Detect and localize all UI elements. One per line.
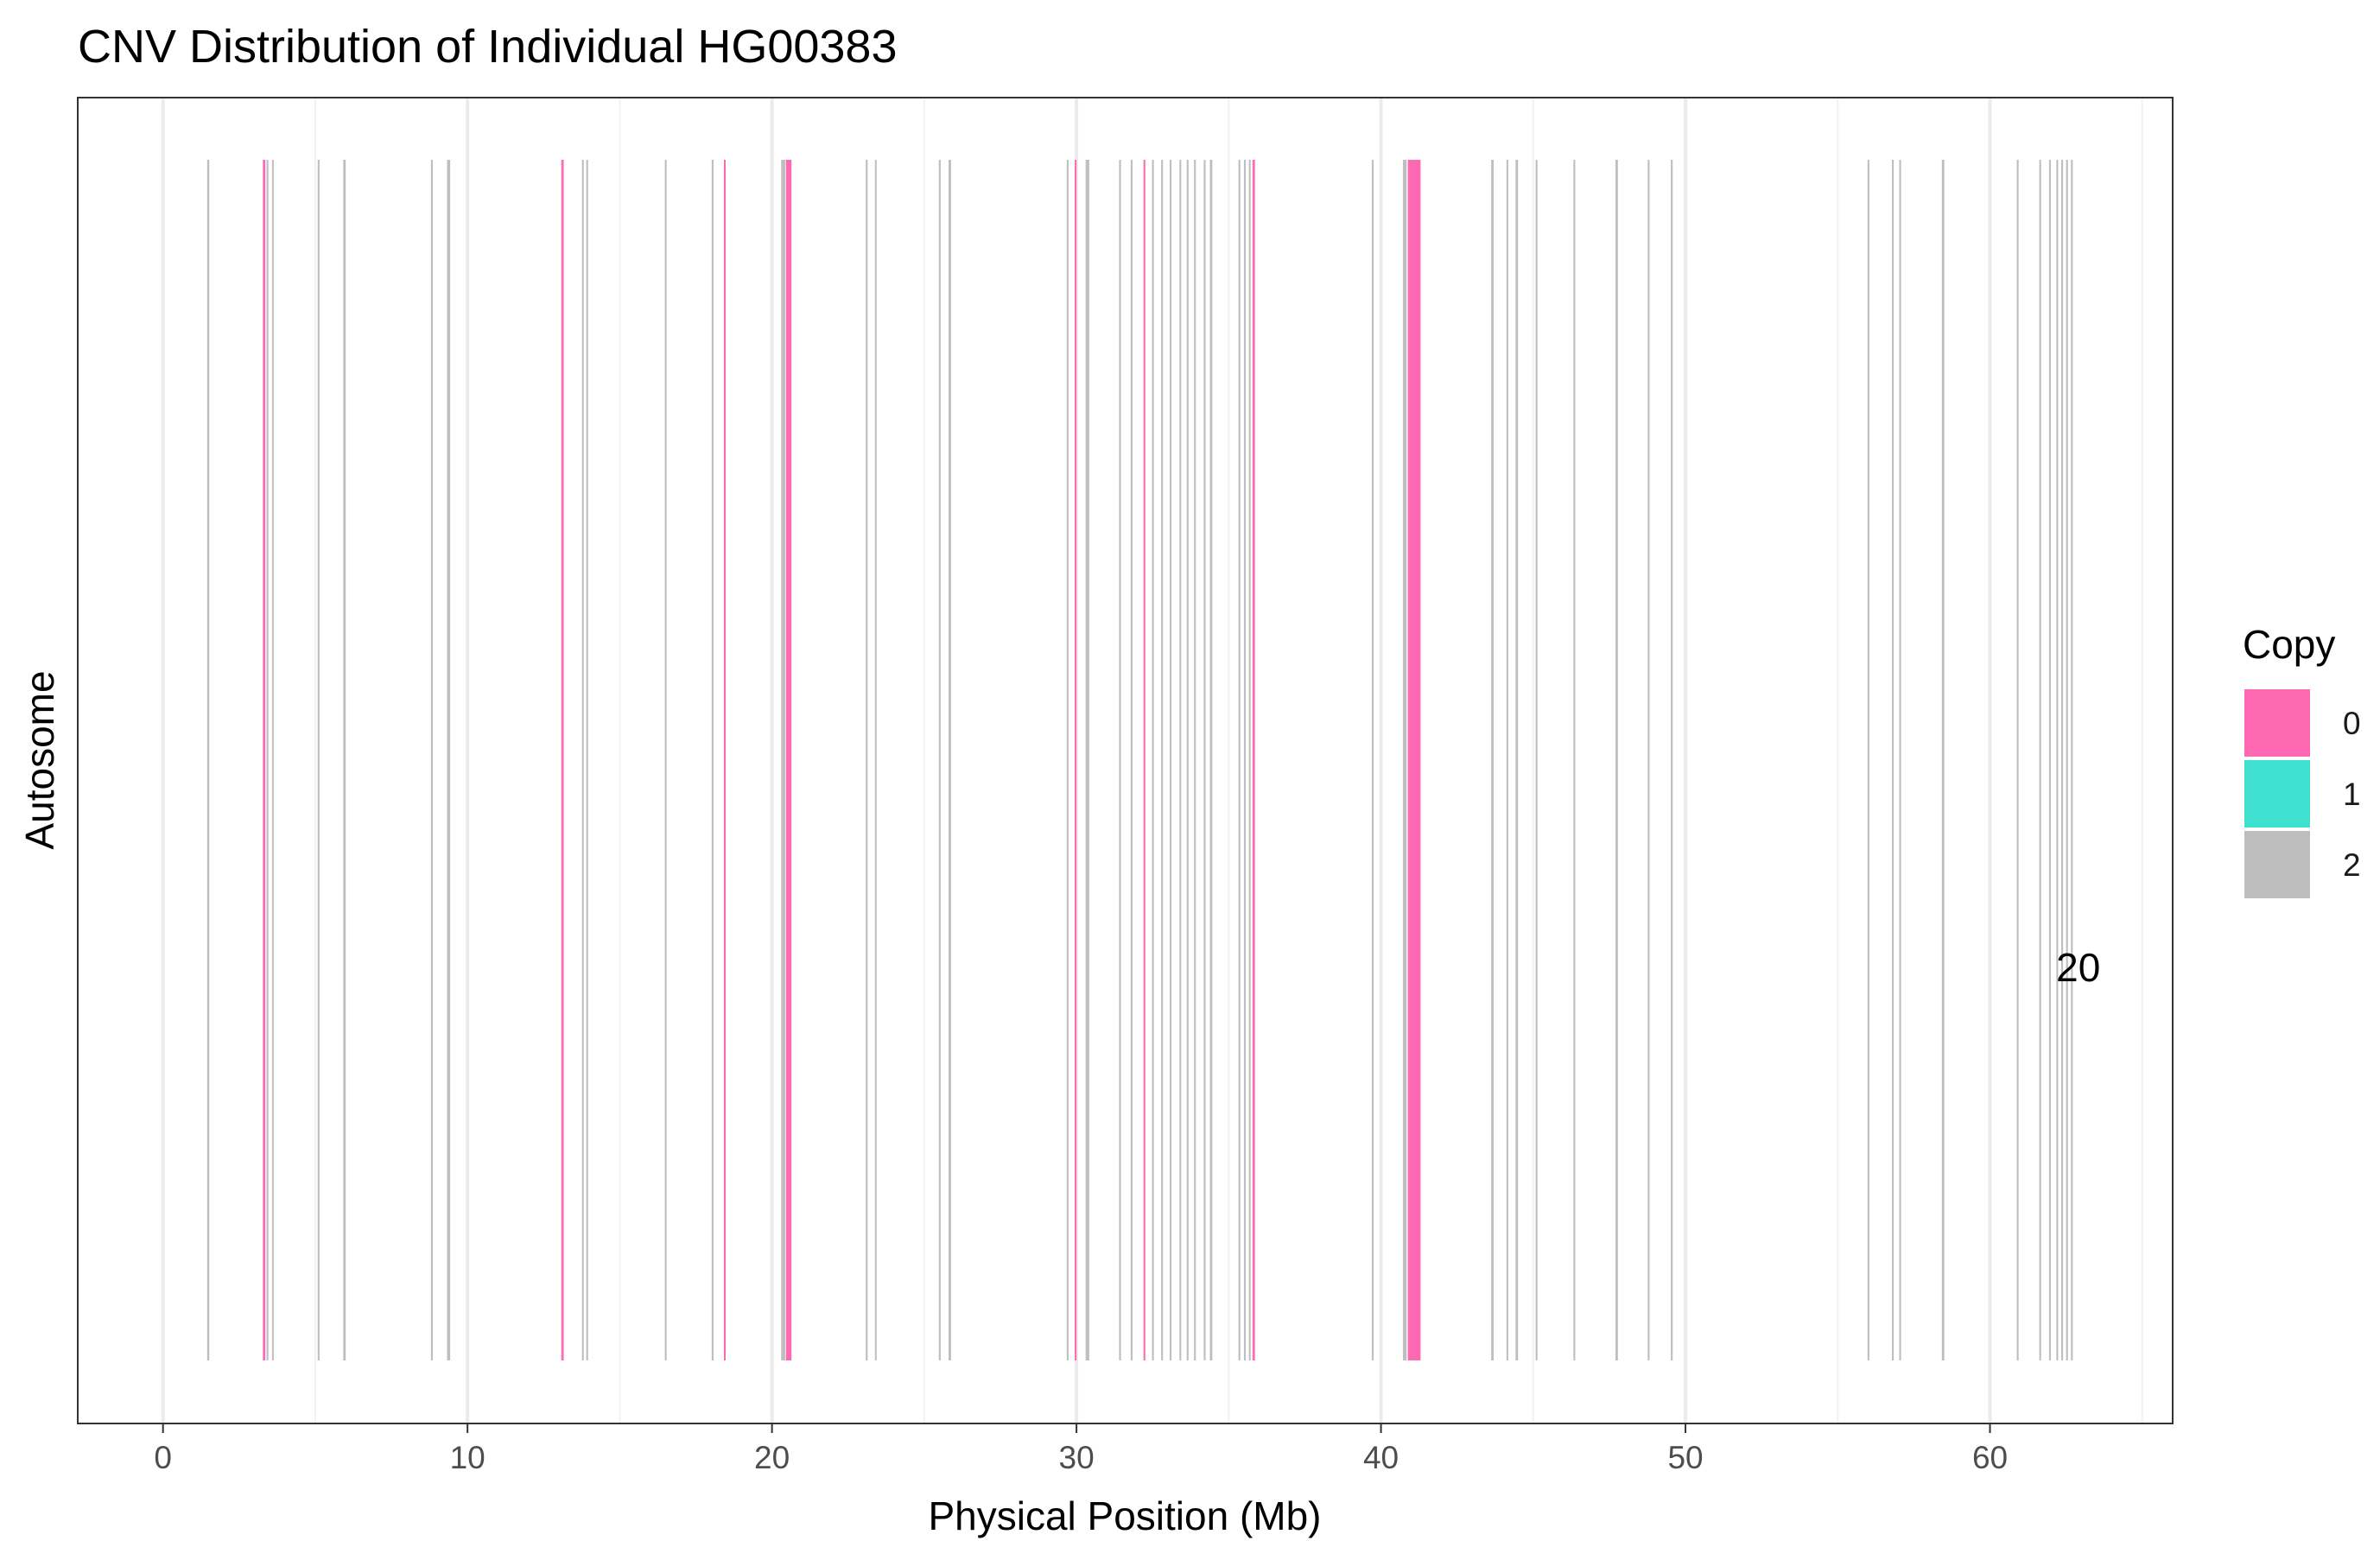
legend-title: Copy (2243, 622, 2335, 667)
cnv-segment-copy-2 (2039, 160, 2041, 1360)
cnv-segment-copy-2 (586, 160, 588, 1360)
cnv-segment-copy-2 (1515, 160, 1519, 1360)
cnv-segment-copy-2 (2060, 160, 2064, 1360)
cnv-segment-copy-0 (1407, 160, 1421, 1360)
cnv-segment-copy-2 (1941, 160, 1945, 1360)
cnv-segment-copy-2 (1671, 160, 1673, 1360)
x-tick-label: 30 (1059, 1440, 1095, 1475)
chart-title: CNV Distribution of Individual HG00383 (78, 21, 897, 73)
cnv-segment-copy-2 (317, 160, 320, 1360)
legend-key-copy-1 (2244, 760, 2310, 827)
cnv-segment-copy-2 (1203, 160, 1206, 1360)
cnv-segment-copy-2 (581, 160, 584, 1360)
cnv-segment-copy-0 (1143, 160, 1146, 1360)
cnv-segment-copy-2 (2066, 160, 2068, 1360)
cnv-segment-copy-2 (1238, 160, 1241, 1360)
cnv-segment-copy-2 (206, 160, 210, 1360)
cnv-segment-copy-2 (271, 160, 274, 1360)
y-axis-title: Autosome (17, 670, 62, 849)
cnv-segment-copy-2 (1892, 160, 1894, 1360)
cnv-segment-copy-2 (1194, 160, 1196, 1360)
cnv-segment-copy-0 (1074, 160, 1077, 1360)
cnv-segment-copy-0 (561, 160, 564, 1360)
cnv-segment-copy-2 (949, 160, 951, 1360)
cnv-segment-copy-2 (866, 160, 868, 1360)
legend-entries: 0 1 2 (2244, 689, 2361, 898)
x-tick-label: 20 (754, 1440, 790, 1475)
cnv-segment-copy-0 (263, 160, 266, 1360)
legend-label: 0 (2343, 706, 2361, 741)
cnv-segment-copy-2 (2048, 160, 2052, 1360)
chromosome-label: 20 (2056, 945, 2100, 990)
cnv-segment-copy-2 (1573, 160, 1576, 1360)
cnv-segment-copy-2 (1615, 160, 1618, 1360)
legend-label: 2 (2343, 847, 2361, 883)
legend-key-copy-0 (2244, 689, 2310, 757)
cnv-segment-copy-2 (1152, 160, 1154, 1360)
x-tick-label: 40 (1363, 1440, 1399, 1475)
plot-panel-border (77, 97, 2174, 1424)
cnv-segment-copy-2 (1535, 160, 1538, 1360)
cnv-segment-copy-2 (1402, 160, 1407, 1360)
x-axis-title: Physical Position (Mb) (928, 1493, 1321, 1538)
cnv-segment-copy-2 (874, 160, 877, 1360)
cnv-segment-copy-2 (1899, 160, 1901, 1360)
cnv-segments (206, 160, 2073, 1360)
cnv-segment-copy-2 (1186, 160, 1189, 1360)
cnv-segment-copy-0 (785, 160, 792, 1360)
cnv-segment-copy-2 (1161, 160, 1164, 1360)
x-tick-label: 10 (450, 1440, 486, 1475)
cnv-segment-copy-2 (1085, 160, 1089, 1360)
cnv-segment-copy-2 (1506, 160, 1508, 1360)
cnv-segment-copy-2 (447, 160, 451, 1360)
cnv-segment-copy-2 (430, 160, 433, 1360)
cnv-segment-copy-2 (2016, 160, 2019, 1360)
cnv-segment-copy-2 (664, 160, 667, 1360)
legend-label: 1 (2343, 777, 2361, 812)
cnv-segment-copy-2 (1119, 160, 1121, 1360)
cnv-segment-copy-2 (938, 160, 941, 1360)
cnv-segment-copy-2 (266, 160, 269, 1360)
legend-key-copy-2 (2244, 831, 2310, 898)
x-axis-ticks: 0 10 20 30 40 50 60 (154, 1423, 2008, 1475)
cnv-segment-copy-2 (781, 160, 786, 1360)
cnv-segment-copy-2 (2056, 160, 2059, 1360)
cnv-segment-copy-2 (1130, 160, 1133, 1360)
cnv-segment-copy-2 (1647, 160, 1650, 1360)
cnv-segment-copy-2 (1243, 160, 1247, 1360)
cnv-segment-copy-2 (2071, 160, 2073, 1360)
cnv-segment-copy-2 (1491, 160, 1494, 1360)
legend: Copy 0 1 2 (2243, 622, 2361, 898)
cnv-segment-copy-2 (1179, 160, 1182, 1360)
x-tick-label: 50 (1667, 1440, 1703, 1475)
cnv-segment-copy-2 (1372, 160, 1374, 1360)
cnv-segment-copy-2 (343, 160, 346, 1360)
cnv-segment-copy-2 (1209, 160, 1213, 1360)
cnv-segment-copy-0 (723, 160, 727, 1360)
x-tick-label: 60 (1972, 1440, 2008, 1475)
cnv-segment-copy-2 (1867, 160, 1869, 1360)
cnv-segment-copy-2 (1066, 160, 1069, 1360)
cnv-segment-copy-2 (1169, 160, 1172, 1360)
cnv-segment-copy-0 (1252, 160, 1255, 1360)
x-tick-label: 0 (154, 1440, 172, 1475)
cnv-segment-copy-2 (1248, 160, 1251, 1360)
cnv-segment-copy-2 (711, 160, 714, 1360)
